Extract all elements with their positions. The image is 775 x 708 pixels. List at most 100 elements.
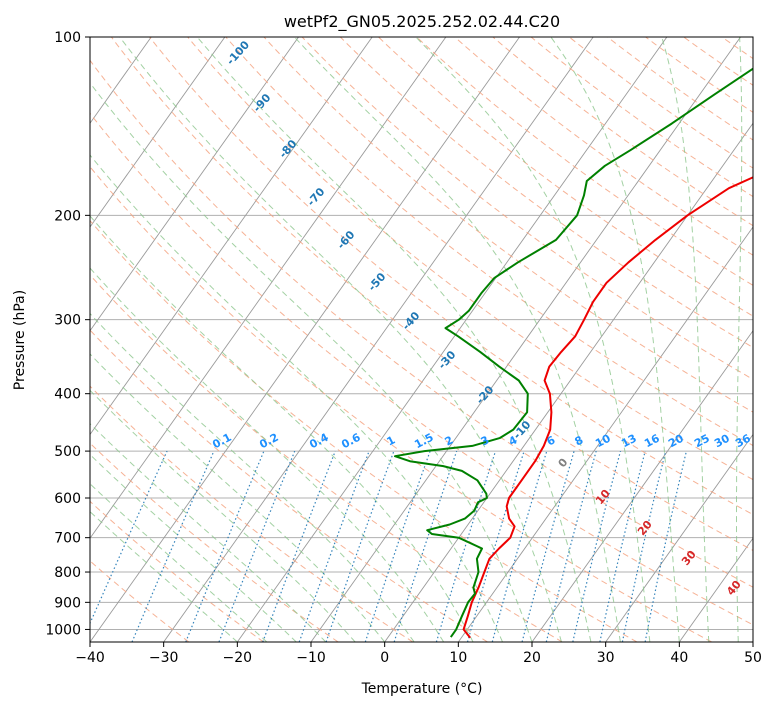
mixing-ratio-label: 36: [733, 432, 753, 451]
moist-adiabat-line: [736, 37, 743, 642]
moist-adiabat-line: [661, 37, 710, 642]
isotherm-line: [310, 37, 741, 642]
dry-adiabat-line: [454, 37, 753, 256]
moist-adiabat-line: [90, 483, 268, 642]
dry-adiabat-line: [301, 37, 753, 380]
moist-adiabat-line: [90, 215, 474, 642]
mixing-ratio-line: [599, 450, 646, 642]
dry-adiabat-line: [378, 37, 753, 317]
mixing-ratio-line: [491, 450, 548, 642]
dry-adiabat-line: [90, 274, 563, 642]
y-tick-label: 900: [54, 595, 81, 611]
moist-adiabat-line: [294, 37, 621, 642]
mixing-ratio-line: [364, 450, 431, 642]
isotherm-line: [384, 122, 753, 642]
moist-adiabat-line: [90, 267, 445, 642]
y-tick-label: 1000: [45, 622, 81, 638]
y-tick-label: 300: [54, 313, 81, 329]
isotherm-line: [90, 37, 520, 642]
isotherm-line: [90, 37, 373, 436]
isotherm-line: [678, 537, 753, 642]
isotherm-line: [90, 37, 299, 332]
y-tick-label: 500: [54, 444, 81, 460]
moist-adiabats: [90, 37, 743, 642]
x-tick-label: −40: [75, 650, 105, 666]
moist-adiabat-line: [119, 37, 562, 642]
x-tick-label: 0: [380, 650, 389, 666]
profile-series: [394, 67, 753, 639]
y-tick-label: 700: [54, 531, 81, 547]
y-tick-label: 200: [54, 208, 81, 224]
x-axis-ticks: −40 −30 −20 −10 0 10 20 30 40 50: [75, 642, 762, 666]
mixing-ratio-label: 25: [692, 432, 712, 451]
moist-adiabat-line: [90, 389, 356, 642]
mixing-ratio-line: [262, 450, 336, 642]
isotherm-line: [90, 37, 226, 228]
dry-adiabat-line: [90, 59, 753, 588]
y-tick-label: 800: [54, 565, 81, 581]
dry-adiabat-line: [416, 37, 753, 286]
moist-adiabat-line: [90, 353, 386, 642]
mixing-ratio-label: 20: [666, 432, 686, 451]
x-tick-label: 40: [670, 650, 688, 666]
isotherm-line: [605, 433, 753, 642]
x-tick-label: −10: [296, 650, 326, 666]
mixing-ratio-label: 10: [593, 432, 613, 451]
y-axis-ticks: 1000 900 800 700 600 500 400 300 200 100: [45, 30, 90, 638]
mixing-ratio-line: [185, 450, 265, 642]
mixing-ratio-line: [393, 450, 458, 642]
x-tick-label: −20: [223, 650, 253, 666]
x-tick-label: −30: [149, 650, 179, 666]
x-tick-label: 30: [597, 650, 615, 666]
temperature-profile-line: [462, 176, 753, 639]
mixing-ratio-line: [521, 450, 575, 642]
mixing-ratio-line: [435, 450, 497, 642]
dry-adiabat-line: [187, 37, 753, 481]
plot-area: -100-90-80-70-60-50-40-30-20-10010203040…: [90, 37, 753, 642]
dry-adiabat-line: [90, 166, 712, 642]
mixing-ratio-line: [545, 450, 597, 642]
dry-adiabats: [90, 37, 753, 642]
moist-adiabat-line: [90, 453, 297, 642]
moist-adiabat-line: [90, 422, 327, 642]
y-tick-label: 400: [54, 387, 81, 403]
moist-adiabat-line: [415, 37, 651, 642]
dry-adiabat-line: [339, 37, 753, 349]
isotherm-line: [236, 37, 668, 642]
x-tick-label: 20: [523, 650, 541, 666]
x-tick-label: 10: [449, 650, 467, 666]
y-tick-label: 600: [54, 491, 81, 507]
moist-adiabat-line: [90, 82, 533, 642]
mixing-ratio-line: [621, 450, 667, 642]
dewpoint-profile-line: [394, 67, 753, 638]
dry-adiabat-line: [225, 37, 753, 447]
mixing-ratio-lines: [90, 450, 687, 642]
y-axis-label: Pressure (hPa): [12, 290, 28, 390]
mixing-ratio-line: [298, 450, 370, 642]
moist-adiabat-line: [90, 154, 503, 642]
mixing-ratio-label: 30: [712, 432, 732, 451]
plot-frame: [89, 36, 754, 643]
moist-adiabat-line: [90, 312, 415, 642]
dry-adiabat-line: [110, 37, 753, 552]
mixing-ratio-label: 16: [642, 432, 662, 451]
moist-adiabat-line: [550, 37, 680, 642]
mixing-ratio-line: [325, 450, 395, 642]
dry-adiabat-line: [90, 500, 264, 642]
mixing-ratio-line: [572, 450, 622, 642]
dry-adiabat-line: [90, 112, 753, 626]
mixing-ratio-line: [90, 450, 168, 625]
chart-title: wetPf2_GN05.2025.252.02.44.C20: [284, 12, 560, 32]
isotherm-line: [90, 37, 447, 540]
mixing-ratio-label: 13: [619, 432, 639, 451]
dry-adiabat-line: [263, 37, 753, 413]
isotherm-gridlines: [90, 37, 753, 642]
mixing-ratio-line: [466, 450, 525, 642]
x-axis-label: Temperature (°C): [361, 681, 483, 697]
dry-adiabat-line: [90, 329, 488, 642]
moist-adiabat-line: [90, 510, 238, 642]
mixing-ratio-line: [131, 450, 215, 642]
isotherm-line: [531, 329, 753, 642]
